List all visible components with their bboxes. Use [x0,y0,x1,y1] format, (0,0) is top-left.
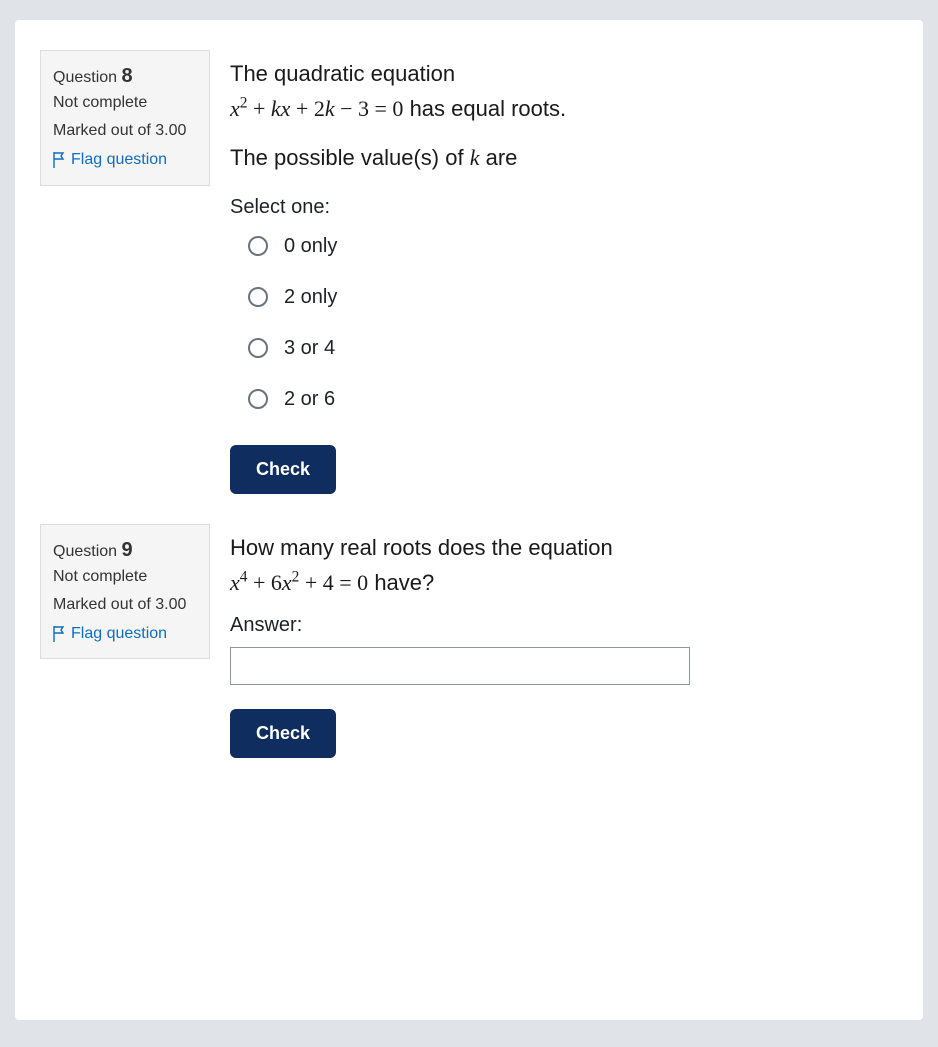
radio-icon[interactable] [248,338,268,358]
check-button[interactable]: Check [230,445,336,494]
prompt-line1-pre: How many real roots does the equation [230,535,613,560]
answer-row: Answer: [230,614,898,685]
question-label: Question 9 [53,539,197,562]
prompt-line1-post: have? [374,570,434,595]
question-number: 8 [122,65,133,87]
question-block-8: Question 8 Not complete Marked out of 3.… [40,50,898,494]
answer-input[interactable] [230,647,690,685]
marks-prefix: Marked out of [53,122,151,139]
flag-icon [53,626,65,642]
prompt-line2-pre: The possible value(s) of [230,145,464,170]
question-number: 9 [122,539,133,561]
prompt-line2-post: are [486,145,518,170]
flag-icon [53,152,65,168]
option-label: 2 only [284,286,337,309]
question-content: The quadratic equation x2 + kx + 2k − 3 … [230,50,898,494]
question-label-prefix: Question [53,69,117,86]
check-button[interactable]: Check [230,709,336,758]
question-label-prefix: Question [53,543,117,560]
question-info-box: Question 8 Not complete Marked out of 3.… [40,50,210,186]
radio-icon[interactable] [248,389,268,409]
option-row[interactable]: 3 or 4 [248,337,898,360]
option-label: 3 or 4 [284,337,335,360]
question-status: Not complete [53,568,197,586]
equation: x2 + kx + 2k − 3 = 0 [230,96,403,121]
option-row[interactable]: 2 only [248,286,898,309]
flag-question-link[interactable]: Flag question [53,150,197,171]
question-label: Question 8 [53,65,197,88]
prompt-line1-pre: The quadratic equation [230,61,455,86]
prompt-line1-post: has equal roots. [410,96,567,121]
marks-value: 3.00 [155,596,186,613]
select-one-label: Select one: [230,196,898,219]
question-text: The quadratic equation x2 + kx + 2k − 3 … [230,56,898,126]
flag-question-link[interactable]: Flag question [53,624,197,645]
radio-icon[interactable] [248,236,268,256]
question-info-box: Question 9 Not complete Marked out of 3.… [40,524,210,660]
marks-value: 3.00 [155,122,186,139]
option-label: 2 or 6 [284,388,335,411]
radio-icon[interactable] [248,287,268,307]
question-text-line2: The possible value(s) of k are [230,140,898,175]
equation: x4 + 6x2 + 4 = 0 [230,570,368,595]
option-row[interactable]: 2 or 6 [248,388,898,411]
quiz-container: Question 8 Not complete Marked out of 3.… [15,20,923,1020]
variable-k: k [470,145,480,170]
question-text: How many real roots does the equation x4… [230,530,898,600]
options-list: 0 only 2 only 3 or 4 2 or 6 [230,235,898,411]
question-status: Not complete [53,94,197,112]
question-marks: Marked out of 3.00 [53,596,197,614]
flag-label: Flag question [71,624,167,645]
question-block-9: Question 9 Not complete Marked out of 3.… [40,524,898,758]
marks-prefix: Marked out of [53,596,151,613]
flag-label: Flag question [71,150,167,171]
answer-label: Answer: [230,614,898,637]
option-row[interactable]: 0 only [248,235,898,258]
option-label: 0 only [284,235,337,258]
question-marks: Marked out of 3.00 [53,122,197,140]
question-content: How many real roots does the equation x4… [230,524,898,758]
